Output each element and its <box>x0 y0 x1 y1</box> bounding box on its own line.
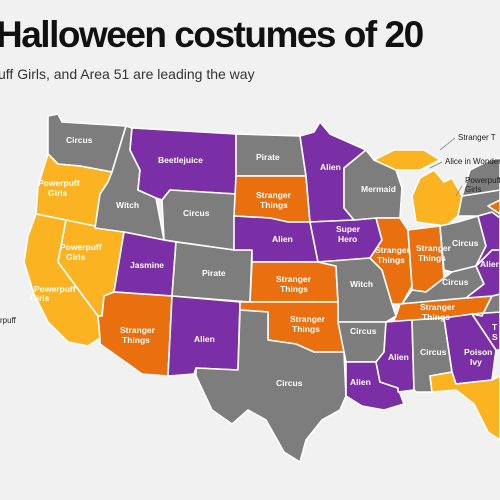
label-ok-1: Stranger <box>290 314 326 324</box>
label-nv-1: Powerpuff <box>60 242 102 252</box>
label-sd-1: Stranger <box>256 190 292 200</box>
page-title: Halloween costumes of 20 <box>0 14 424 55</box>
label-tx: Circus <box>276 378 303 388</box>
label-in-2: Things <box>418 253 446 263</box>
label-ne: Alien <box>272 234 293 244</box>
callout-stranger-things: Stranger T <box>458 133 496 142</box>
label-ia-2: Hero <box>338 234 357 244</box>
state-new-york[interactable] <box>461 157 500 197</box>
label-mn: Alien <box>320 162 341 172</box>
label-nv-2: Girls <box>66 252 86 262</box>
label-ks-1: Stranger <box>276 274 312 284</box>
label-tn-2: Things <box>422 312 450 322</box>
label-in-1: Stranger <box>416 243 452 253</box>
label-oh: Circus <box>452 238 479 248</box>
state-texas[interactable] <box>195 309 347 463</box>
label-ga-1: Poison <box>464 347 492 357</box>
label-or-2: Girls <box>48 188 68 198</box>
label-il-2: Things <box>377 255 405 265</box>
label-ms: Alien <box>388 352 409 362</box>
label-az-2: Things <box>122 335 150 345</box>
label-ar: Circus <box>350 326 377 336</box>
label-or-1: Powerpuff <box>38 178 80 188</box>
state-florida[interactable] <box>429 371 500 441</box>
label-id: Witch <box>116 200 139 210</box>
callouts: Stranger T Alice in Wonder Powerpuff Gir… <box>0 133 500 325</box>
state-michigan[interactable] <box>411 169 463 227</box>
label-az-1: Stranger <box>120 325 156 335</box>
label-ia-1: Super <box>336 224 361 234</box>
label-al: Circus <box>420 347 447 357</box>
label-ca-1: Powerpuff <box>34 284 76 294</box>
callout-girls: Girls <box>465 185 481 194</box>
label-ky: Circus <box>442 277 469 287</box>
label-sd-2: Things <box>260 200 288 210</box>
state-wisconsin[interactable] <box>343 149 403 221</box>
label-ut: Jasmine <box>130 260 164 270</box>
label-nm: Alien <box>194 334 215 344</box>
state-illinois[interactable] <box>369 217 413 305</box>
label-mo: Witch <box>350 279 373 289</box>
label-mt: Beetlejuice <box>158 155 203 165</box>
callout-left-rpuff: rpuff <box>0 316 17 325</box>
label-il-1: Stranger <box>375 245 411 255</box>
label-wy: Circus <box>183 208 210 218</box>
page-subtitle: uff Girls, and Area 51 are leading the w… <box>0 66 255 82</box>
label-tn-1: Stranger <box>420 302 456 312</box>
state-north-carolina[interactable] <box>471 293 500 317</box>
label-ca-2: Girls <box>30 293 50 303</box>
label-va: Alien <box>480 259 500 269</box>
label-nd: Pirate <box>256 152 280 162</box>
label-ok-2: Things <box>292 324 320 334</box>
label-wa: Circus <box>66 135 93 145</box>
state-michigan-upper[interactable] <box>373 149 441 171</box>
label-ga-2: Ivy <box>470 357 482 367</box>
label-sc-2: S <box>492 332 498 342</box>
label-wi: Mermaid <box>361 184 396 194</box>
callout-powerpuff: Powerpuff <box>465 176 500 185</box>
state-northeast[interactable] <box>487 199 500 215</box>
label-ks-2: Things <box>280 284 308 294</box>
label-co: Pirate <box>202 268 226 278</box>
label-sc-1: T <box>492 322 498 332</box>
callout-alice: Alice in Wonder <box>445 157 500 166</box>
label-la: Alien <box>350 377 371 387</box>
state-labels: Circus Powerpuff Girls Powerpuff Girls P… <box>30 135 500 388</box>
